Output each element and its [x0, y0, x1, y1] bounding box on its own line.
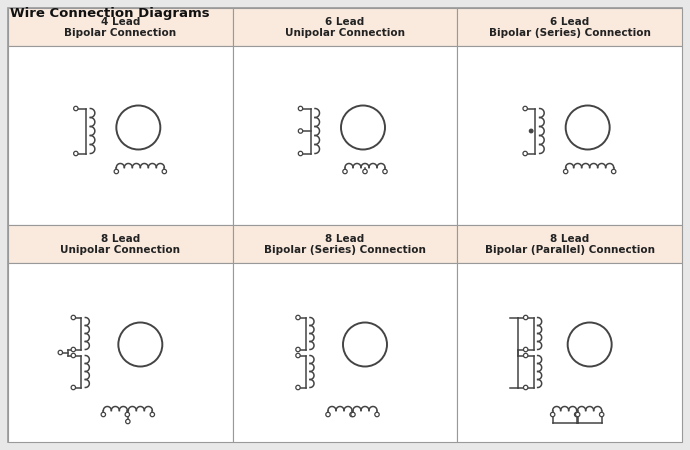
Circle shape	[524, 347, 528, 352]
Circle shape	[117, 105, 160, 149]
Text: 6 Lead: 6 Lead	[326, 17, 364, 27]
Text: 8 Lead: 8 Lead	[101, 234, 140, 244]
Circle shape	[524, 385, 528, 390]
Circle shape	[58, 350, 63, 355]
Circle shape	[125, 412, 130, 417]
Circle shape	[600, 412, 604, 417]
Circle shape	[326, 412, 331, 417]
Circle shape	[529, 129, 533, 133]
Circle shape	[551, 412, 555, 417]
Circle shape	[298, 151, 303, 156]
Text: 6 Lead: 6 Lead	[550, 17, 589, 27]
Text: Unipolar Connection: Unipolar Connection	[60, 245, 180, 255]
Text: Bipolar (Series) Connection: Bipolar (Series) Connection	[264, 245, 426, 255]
Circle shape	[566, 105, 610, 149]
Circle shape	[162, 169, 166, 174]
Bar	[8, 225, 233, 263]
Bar	[233, 46, 457, 225]
Circle shape	[524, 353, 528, 358]
Circle shape	[568, 323, 611, 366]
Text: 4 Lead: 4 Lead	[101, 17, 140, 27]
Circle shape	[524, 315, 528, 320]
Circle shape	[101, 412, 106, 417]
Circle shape	[71, 347, 75, 352]
Circle shape	[351, 412, 355, 417]
Text: Unipolar Connection: Unipolar Connection	[285, 28, 405, 38]
Circle shape	[71, 353, 75, 358]
Text: 8 Lead: 8 Lead	[326, 234, 364, 244]
Circle shape	[118, 323, 162, 366]
Bar	[8, 263, 233, 442]
Circle shape	[150, 412, 155, 417]
Circle shape	[71, 315, 75, 320]
Text: 8 Lead: 8 Lead	[550, 234, 589, 244]
Bar	[457, 263, 682, 442]
Circle shape	[575, 412, 579, 417]
Circle shape	[523, 151, 527, 156]
Text: Bipolar (Parallel) Connection: Bipolar (Parallel) Connection	[484, 245, 655, 255]
Bar	[457, 225, 682, 263]
Circle shape	[296, 347, 300, 352]
Text: Bipolar (Series) Connection: Bipolar (Series) Connection	[489, 28, 651, 38]
Bar	[457, 8, 682, 46]
Circle shape	[296, 385, 300, 390]
Circle shape	[343, 323, 387, 366]
Circle shape	[126, 419, 130, 424]
Circle shape	[575, 412, 580, 417]
Circle shape	[341, 105, 385, 149]
Circle shape	[74, 106, 78, 111]
Circle shape	[383, 169, 387, 174]
Text: Bipolar Connection: Bipolar Connection	[64, 28, 177, 38]
Circle shape	[296, 353, 300, 358]
Bar	[233, 8, 457, 46]
Circle shape	[611, 169, 616, 174]
Circle shape	[298, 129, 303, 133]
Bar	[457, 46, 682, 225]
Bar	[233, 263, 457, 442]
Circle shape	[343, 169, 347, 174]
Bar	[233, 225, 457, 263]
Circle shape	[523, 106, 527, 111]
Circle shape	[74, 151, 78, 156]
Circle shape	[114, 169, 119, 174]
Circle shape	[350, 412, 354, 417]
Circle shape	[296, 315, 300, 320]
Circle shape	[564, 169, 568, 174]
Bar	[8, 8, 233, 46]
Circle shape	[363, 169, 367, 174]
Text: Wire Connection Diagrams: Wire Connection Diagrams	[10, 7, 210, 20]
Circle shape	[298, 106, 303, 111]
Circle shape	[375, 412, 380, 417]
Circle shape	[71, 385, 75, 390]
Bar	[8, 46, 233, 225]
